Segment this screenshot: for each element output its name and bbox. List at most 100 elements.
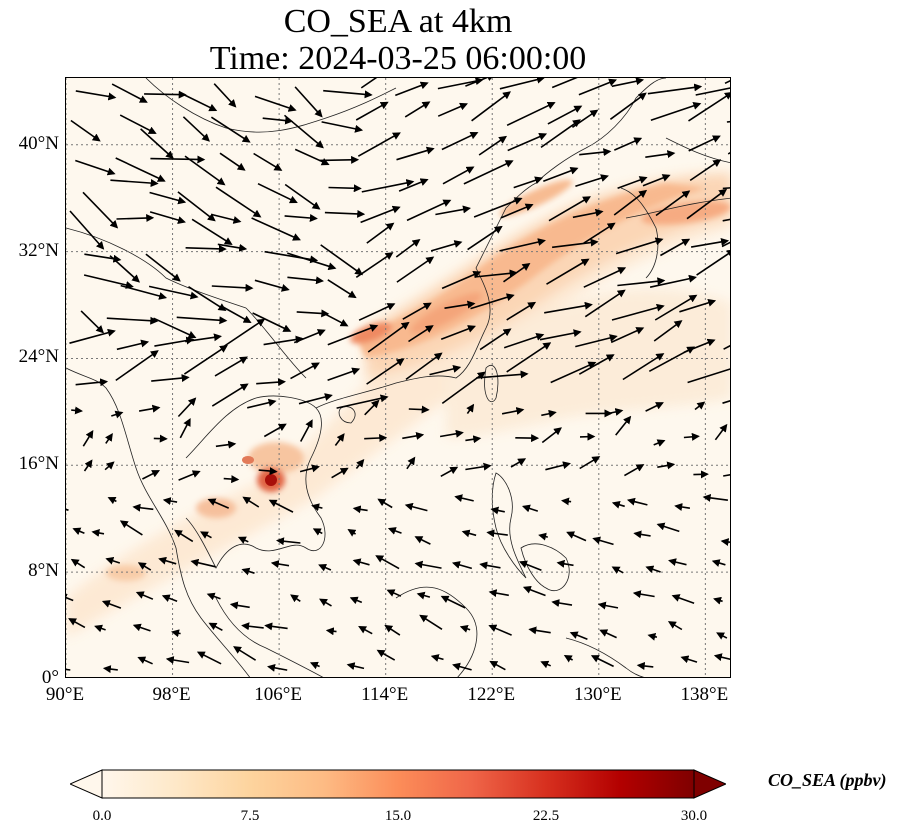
wind-arrow [626, 497, 648, 506]
wind-arrow [206, 592, 221, 601]
wind-arrow [583, 267, 627, 288]
wind-arrow [695, 87, 730, 96]
wind-arrow [402, 302, 432, 320]
wind-arrow [539, 329, 582, 341]
wind-arrow [611, 500, 625, 509]
wind-arrow [430, 240, 463, 252]
wind-arrow [355, 252, 394, 278]
wind-arrow [174, 529, 194, 543]
wind-arrow [154, 336, 195, 347]
wind-arrow [111, 410, 124, 419]
wind-arrow [633, 530, 651, 539]
wind-arrow [499, 78, 545, 90]
wind-arrow [647, 632, 658, 641]
wind-arrow [579, 456, 601, 470]
wind-arrow [479, 328, 512, 351]
wind-arrow [439, 429, 464, 438]
wind-arrow [441, 131, 479, 151]
wind-arrow [395, 238, 421, 258]
wind-arrow [720, 538, 730, 546]
wind-arrow [215, 440, 237, 449]
wind-arrow [566, 531, 587, 542]
wind-arrow [506, 342, 552, 373]
wind-arrow [241, 567, 255, 576]
wind-arrow [119, 520, 143, 536]
wind-arrow [151, 374, 190, 383]
wind-arrow [395, 81, 429, 97]
wind-arrow [440, 595, 466, 609]
wind-arrow [563, 655, 573, 663]
wind-arrow [408, 405, 430, 414]
wind-arrow [83, 459, 93, 472]
wind-arrow [575, 174, 609, 188]
wind-arrow [444, 300, 476, 309]
wind-arrow [507, 132, 548, 152]
wind-arrow [499, 238, 546, 252]
wind-arrow [364, 434, 388, 442]
wind-arrow [610, 327, 645, 344]
wind-arrow [257, 182, 298, 204]
wind-arrow [501, 407, 525, 415]
wind-arrow [312, 528, 323, 536]
wind-arrow [75, 159, 116, 176]
wind-arrow [645, 150, 676, 159]
wind-arrow [471, 91, 511, 122]
wind-arrow [540, 660, 552, 669]
wind-arrow [149, 191, 187, 205]
wind-arrow [406, 456, 416, 470]
wind-arrow [334, 433, 345, 446]
wind-arrow [489, 660, 506, 671]
wind-arrow [263, 335, 304, 346]
wind-arrow [441, 371, 486, 405]
wind-arrow [299, 464, 320, 473]
wind-arrow [375, 555, 400, 570]
latitude-tick-label: 24°N [18, 346, 59, 368]
wind-arrow [188, 286, 227, 311]
wind-arrow [528, 626, 551, 635]
wind-arrow [115, 350, 159, 382]
longitude-tick-label: 122°E [467, 684, 516, 705]
wind-arrow [214, 356, 248, 377]
wind-arrow [592, 536, 614, 546]
longitude-tick-label: 114°E [361, 684, 409, 705]
wind-arrow [441, 270, 482, 290]
chart-title: CO_SEA at 4km [283, 3, 513, 40]
wind-arrow [510, 458, 527, 468]
wind-arrow [325, 627, 337, 636]
wind-arrow [328, 184, 362, 193]
wind-arrow [543, 167, 579, 182]
wind-arrow [158, 556, 177, 565]
wind-arrow [366, 222, 395, 244]
wind-arrow [267, 663, 288, 672]
wind-arrow [360, 205, 401, 224]
wind-arrow [105, 432, 113, 444]
colorbar-over-arrow [693, 769, 726, 799]
wind-arrow [293, 329, 326, 344]
wind-arrow [242, 496, 260, 508]
wind-arrow [488, 624, 512, 636]
wind-arrow [584, 289, 626, 318]
wind-arrow [207, 498, 230, 509]
wind-arrow [454, 494, 474, 503]
wind-arrow [223, 318, 266, 348]
wind-arrow [572, 208, 604, 219]
wind-arrow [66, 668, 71, 671]
wind-arrow [148, 285, 199, 300]
longitude-tick-label: 106°E [254, 684, 302, 705]
wind-arrow [440, 466, 459, 478]
wind-arrow [142, 470, 161, 480]
wind-arrow [694, 401, 706, 411]
wind-arrow [349, 596, 363, 605]
wind-arrow [233, 646, 257, 661]
wind-arrow [452, 662, 472, 671]
wind-arrow [467, 225, 503, 251]
wind-arrow [386, 589, 402, 597]
wind-arrow [611, 303, 665, 321]
wind-arrow [714, 423, 728, 441]
map-canvas [66, 78, 730, 677]
wind-arrow [551, 78, 592, 89]
wind-arrow [179, 417, 191, 439]
wind-arrow [287, 276, 324, 285]
wind-arrow [80, 310, 105, 334]
wind-arrow [442, 166, 475, 185]
